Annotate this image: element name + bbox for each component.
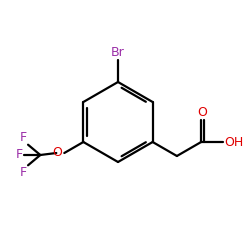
Text: OH: OH bbox=[224, 136, 244, 148]
Text: Br: Br bbox=[111, 46, 125, 59]
Text: O: O bbox=[198, 106, 207, 119]
Text: F: F bbox=[20, 131, 27, 144]
Text: O: O bbox=[52, 146, 62, 160]
Text: F: F bbox=[16, 148, 23, 162]
Text: F: F bbox=[20, 166, 27, 179]
